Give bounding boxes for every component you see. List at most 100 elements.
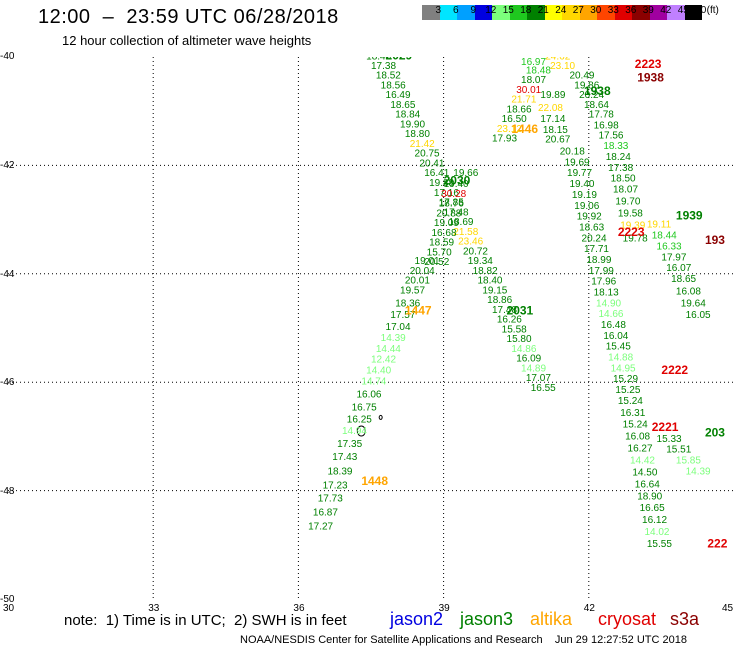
- wave-height-label: 18.50: [611, 174, 636, 185]
- color-scale-swatch: [474, 5, 492, 20]
- pass-time-label: 1446: [511, 122, 538, 136]
- pass-time-label: 2029: [386, 57, 413, 63]
- color-scale-label: 30: [590, 5, 602, 16]
- wave-height-label: 16.08: [676, 286, 701, 297]
- color-scale-swatch: [667, 5, 685, 20]
- wave-height-label: 16.97: [521, 57, 546, 68]
- wave-height-label: 16.31: [620, 408, 645, 419]
- wave-height-label: 30.01: [516, 85, 541, 96]
- wave-height-label: 19.89: [540, 90, 565, 101]
- pass-time-label: 2223: [635, 57, 662, 71]
- wave-height-label: 18.63: [579, 222, 604, 233]
- wave-height-label: 20.04: [410, 266, 435, 277]
- map-subtitle: 12 hour collection of altimeter wave hei…: [62, 33, 312, 48]
- island-outline: [356, 425, 366, 437]
- wave-height-label: 14.88: [608, 353, 633, 364]
- color-scale-label: 36: [625, 5, 637, 16]
- wave-height-label: 17.23: [323, 480, 348, 491]
- wave-height-label: 18.13: [594, 287, 619, 298]
- wave-height-label: 16.41: [424, 168, 449, 179]
- wave-height-label: 18.99: [586, 255, 611, 266]
- wave-height-label: 16.26: [497, 315, 522, 326]
- color-scale-label: 15: [502, 5, 514, 16]
- wave-height-label: 17.71: [584, 244, 609, 255]
- longitude-tick-label: 33: [148, 603, 160, 614]
- wave-height-label: 23.10: [550, 61, 575, 72]
- latitude-tick-label: -46: [0, 377, 15, 389]
- legend-entry-cryosat: cryosat: [598, 609, 657, 629]
- color-scale-label: 27: [572, 5, 584, 16]
- wave-height-label: 18.76: [439, 199, 464, 210]
- wave-height-label: 16.08: [625, 432, 650, 443]
- color-scale-swatch: [544, 5, 562, 20]
- color-scale-label: 42: [660, 5, 672, 16]
- wave-height-label: 15.24: [618, 396, 643, 407]
- color-scale-swatch: [579, 5, 597, 20]
- wave-height-label: 15.80: [507, 334, 532, 345]
- wave-height-label: 18.59: [429, 238, 454, 249]
- pass-time-label: 2221: [652, 420, 679, 434]
- wave-height-label: 30.28: [441, 189, 466, 200]
- wave-height-label: 18.48: [526, 65, 551, 76]
- wave-height-label: 19.40: [444, 179, 469, 190]
- wave-height-label: 18.69: [448, 217, 473, 228]
- wave-height-label: 15.25: [615, 385, 640, 396]
- wave-height-label: 20.75: [415, 149, 440, 160]
- wave-height-label: 17.48: [444, 207, 469, 218]
- color-scale-label: 12: [485, 5, 497, 16]
- pass-time-label: 203: [705, 425, 725, 439]
- wave-height-label: 19.69: [565, 157, 590, 168]
- wave-height-label: 16.48: [601, 320, 626, 331]
- wave-height-label: 23.12: [497, 124, 522, 135]
- wave-height-label: 17.14: [540, 114, 565, 125]
- wave-height-label: 17.78: [589, 110, 614, 121]
- pass-time-label: 193: [705, 233, 725, 247]
- wave-height-label: 15.70: [427, 247, 452, 258]
- pass-time-label: 1938: [584, 84, 611, 98]
- wave-height-label: 17.16: [434, 188, 459, 199]
- longitude-tick-label: 45: [722, 603, 734, 614]
- wave-height-label: 14.74: [361, 376, 386, 387]
- wave-height-label: 17.96: [516, 57, 541, 60]
- wave-height-label: 19.92: [577, 212, 602, 223]
- wave-height-label: 19.86: [574, 80, 599, 91]
- wave-height-label: 20.67: [545, 135, 570, 146]
- wave-height-label: 14.44: [376, 344, 401, 355]
- wave-height-label: 16.50: [502, 114, 527, 125]
- color-scale-swatch: [457, 5, 475, 20]
- color-scale-label: 24: [555, 5, 567, 16]
- wave-height-label: 18.36: [395, 298, 420, 309]
- wave-height-label: 19.78: [623, 233, 648, 244]
- pass-time-label: 2223: [618, 225, 645, 239]
- wave-height-label: 20.52: [424, 257, 449, 268]
- wave-height-label: 17.48: [492, 305, 517, 316]
- wave-height-label: 17.97: [661, 252, 686, 263]
- pass-time-label: 1448: [361, 474, 388, 488]
- pass-time-label: 1937: [560, 57, 587, 60]
- wave-height-label: 14.39: [686, 466, 711, 477]
- pass-time-label: 2031: [507, 303, 534, 317]
- latitude-tick-label: -40: [0, 51, 15, 62]
- color-scale-label: 70: [695, 5, 707, 16]
- wave-height-label: 19.58: [618, 208, 643, 219]
- wave-height-label: 18.15: [543, 125, 568, 136]
- latitude-tick-label: -44: [0, 268, 15, 280]
- wave-height-label: 18.56: [381, 80, 406, 91]
- pass-time-label: 1939: [676, 209, 703, 223]
- wave-height-label: 18.82: [473, 266, 498, 277]
- wave-height-label: 19.66: [453, 168, 478, 179]
- color-scale-swatch: [632, 5, 650, 20]
- note-text: note: 1) Time is in UTC; 2) SWH is in fe…: [64, 612, 347, 629]
- wave-height-label: 22.08: [538, 103, 563, 114]
- wave-height-label: 15.51: [666, 445, 691, 456]
- wave-height-label: 20.49: [569, 71, 594, 82]
- altimeter-map: 18.4817.3818.5218.5616.4918.6518.8419.90…: [8, 57, 734, 599]
- color-scale-swatch: [649, 5, 667, 20]
- wave-height-label: 14.94: [342, 426, 367, 437]
- wave-height-label: 16.68: [432, 228, 457, 239]
- wave-height-label: 21.71: [511, 95, 536, 106]
- wave-height-label: 18.65: [671, 274, 696, 285]
- wave-height-label: 18.52: [376, 71, 401, 82]
- latitude-tick-label: -50: [0, 594, 15, 605]
- wave-height-label: 18.66: [507, 104, 532, 115]
